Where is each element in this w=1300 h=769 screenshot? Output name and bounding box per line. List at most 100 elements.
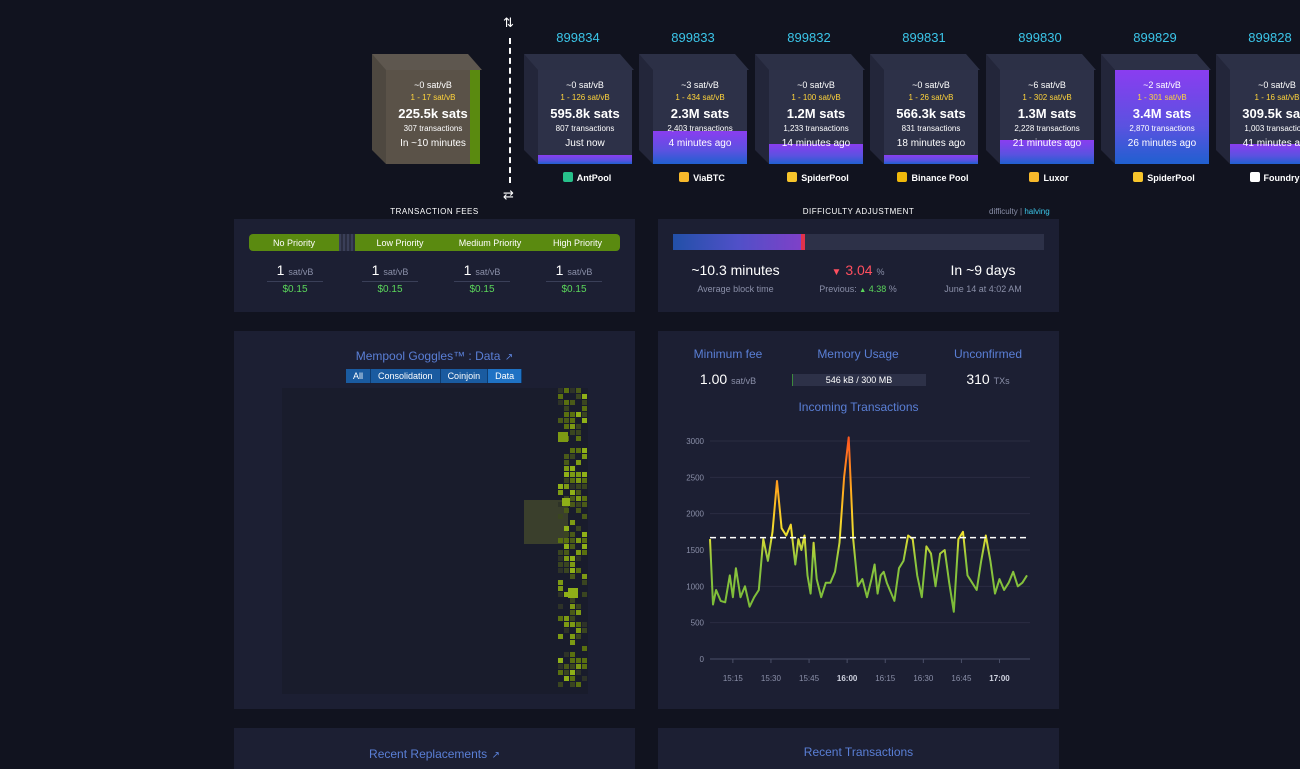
mined-block[interactable]: ~0 sat/vB 1 - 26 sat/vB 566.3k sats 831 tra… — [870, 54, 980, 164]
block-height[interactable]: 899830 — [1018, 30, 1062, 45]
tx-square[interactable] — [576, 628, 581, 633]
mining-pool[interactable]: Binance Pool — [878, 172, 988, 183]
tx-square[interactable] — [564, 664, 569, 669]
tx-square[interactable] — [564, 532, 569, 537]
tx-square[interactable] — [582, 514, 587, 519]
filter-data[interactable]: Data — [488, 369, 523, 383]
mining-pool[interactable]: Luxor — [994, 172, 1104, 183]
tx-square[interactable] — [564, 472, 569, 477]
tx-square[interactable] — [564, 508, 569, 513]
tx-square[interactable] — [576, 412, 581, 417]
toggle-difficulty[interactable]: difficulty — [989, 207, 1018, 216]
tx-square[interactable] — [582, 580, 587, 585]
tx-square[interactable] — [558, 562, 563, 567]
tx-square[interactable] — [558, 580, 563, 585]
mempool-block-visualization[interactable] — [282, 388, 588, 694]
mined-block[interactable]: ~6 sat/vB 1 - 302 sat/vB 1.3M sats 2,228 tr… — [986, 54, 1096, 164]
tx-square[interactable] — [576, 436, 581, 441]
tx-square[interactable] — [558, 400, 563, 405]
tx-square[interactable] — [582, 472, 587, 477]
tx-square[interactable] — [564, 568, 569, 573]
tx-square[interactable] — [564, 460, 569, 465]
tx-square[interactable] — [576, 526, 581, 531]
tx-square[interactable] — [524, 500, 568, 544]
tx-square[interactable] — [576, 622, 581, 627]
tx-square[interactable] — [558, 550, 563, 555]
tx-square[interactable] — [558, 432, 568, 442]
tx-square[interactable] — [570, 418, 575, 423]
tx-square[interactable] — [558, 592, 563, 597]
tx-square[interactable] — [564, 616, 569, 621]
tx-square[interactable] — [570, 670, 575, 675]
swap-vertical-icon[interactable]: ⇅ — [503, 15, 514, 30]
tx-square[interactable] — [576, 634, 581, 639]
tx-square[interactable] — [582, 454, 587, 459]
incoming-transactions-chart[interactable]: 0 500 1000 1500 2000 2500 3000 15:15 15:30 15:45 1… — [658, 419, 1059, 709]
tx-square[interactable] — [570, 634, 575, 639]
tx-square[interactable] — [582, 478, 587, 483]
tx-square[interactable] — [570, 556, 575, 561]
tx-square[interactable] — [558, 418, 563, 423]
tx-square[interactable] — [576, 664, 581, 669]
tx-square[interactable] — [582, 550, 587, 555]
tx-square[interactable] — [570, 598, 575, 603]
tx-square[interactable] — [564, 418, 569, 423]
tx-square[interactable] — [570, 484, 575, 489]
tx-square[interactable] — [582, 544, 587, 549]
tx-square[interactable] — [564, 676, 569, 681]
tx-square[interactable] — [564, 670, 569, 675]
tx-square[interactable] — [582, 502, 587, 507]
block-height[interactable]: 899832 — [787, 30, 831, 45]
tx-square[interactable] — [558, 394, 563, 399]
tx-square[interactable] — [576, 394, 581, 399]
tx-square[interactable] — [570, 652, 575, 657]
mining-pool[interactable]: Foundry U — [1224, 172, 1300, 183]
tx-square[interactable] — [570, 538, 575, 543]
tx-square[interactable] — [570, 544, 575, 549]
tx-square[interactable] — [576, 538, 581, 543]
tx-square[interactable] — [558, 658, 563, 663]
tx-square[interactable] — [576, 388, 581, 393]
tx-square[interactable] — [576, 568, 581, 573]
tx-square[interactable] — [564, 556, 569, 561]
goggles-title[interactable]: Mempool Goggles™ : Data — [355, 349, 501, 363]
tx-square[interactable] — [558, 556, 563, 561]
tx-square[interactable] — [582, 484, 587, 489]
tx-square[interactable] — [570, 664, 575, 669]
tx-square[interactable] — [558, 514, 563, 519]
tx-square[interactable] — [570, 604, 575, 609]
block-height[interactable]: 899833 — [671, 30, 715, 45]
mined-block[interactable]: ~0 sat/vB 1 - 126 sat/vB 595.8k sats 807 tr… — [524, 54, 634, 164]
tx-square[interactable] — [564, 562, 569, 567]
tx-square[interactable] — [582, 664, 587, 669]
block-height[interactable]: 899834 — [556, 30, 600, 45]
mempool-block[interactable]: ~0 sat/vB 1 - 17 sat/vB 225.5k sats 307 … — [372, 54, 482, 164]
tx-square[interactable] — [564, 424, 569, 429]
filter-consolidation[interactable]: Consolidation — [371, 369, 441, 383]
tx-square[interactable] — [564, 388, 569, 393]
tx-square[interactable] — [582, 418, 587, 423]
mining-pool[interactable]: SpiderPool — [1109, 172, 1219, 183]
tx-square[interactable] — [564, 484, 569, 489]
tx-square[interactable] — [558, 586, 563, 591]
filter-all[interactable]: All — [346, 369, 372, 383]
tx-square[interactable] — [570, 658, 575, 663]
tx-square[interactable] — [582, 622, 587, 627]
tx-square[interactable] — [564, 466, 569, 471]
tx-square[interactable] — [570, 520, 575, 525]
tx-square[interactable] — [576, 478, 581, 483]
tx-square[interactable] — [576, 430, 581, 435]
mining-pool[interactable]: SpiderPool — [763, 172, 873, 183]
tx-square[interactable] — [564, 652, 569, 657]
tx-square[interactable] — [570, 610, 575, 615]
tx-square[interactable] — [564, 454, 569, 459]
tx-square[interactable] — [576, 496, 581, 501]
tx-square[interactable] — [582, 448, 587, 453]
filter-coinjoin[interactable]: Coinjoin — [440, 369, 489, 383]
external-link-icon[interactable]: ↗ — [504, 352, 514, 363]
tx-square[interactable] — [582, 646, 587, 651]
tx-square[interactable] — [576, 502, 581, 507]
tx-square[interactable] — [570, 454, 575, 459]
tx-square[interactable] — [570, 640, 575, 645]
recent-transactions-title[interactable]: Recent Transactions — [803, 745, 914, 759]
